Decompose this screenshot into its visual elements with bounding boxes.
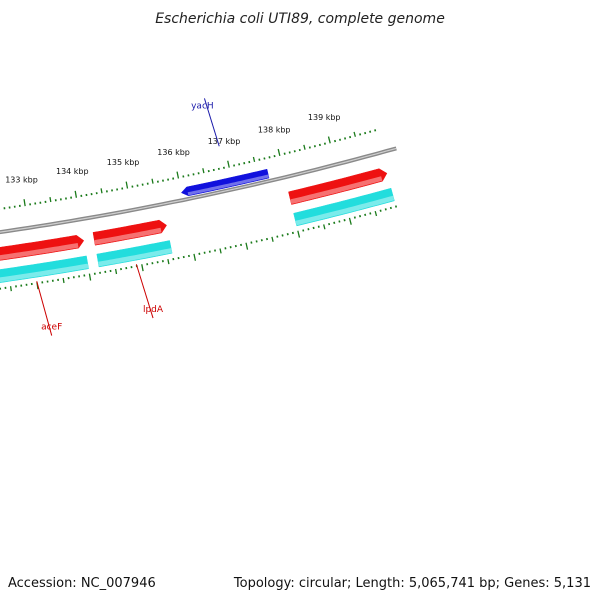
outer-tick: [88, 273, 92, 281]
inner-tick: [125, 181, 129, 189]
inner-tick: [339, 138, 342, 141]
gene-label-yacH: yacH: [191, 98, 220, 147]
inner-tick: [353, 131, 356, 137]
outer-tick: [358, 215, 362, 218]
outer-tick: [297, 230, 301, 238]
inner-tick: [49, 196, 52, 203]
inner-tick: [277, 148, 281, 157]
inner-tick: [369, 130, 372, 133]
accession-text: Accession: NC_007946: [8, 576, 156, 591]
lpdA-gene-highlight: [98, 248, 173, 267]
inner-tick: [100, 188, 103, 194]
inner-tick: [333, 139, 337, 143]
inner-tick: [359, 133, 362, 136]
gene-labels: pdhRaceEaceFlpdAyacH: [36, 98, 220, 336]
next-gene: [293, 187, 395, 227]
inner-tick-ring: [0, 129, 377, 210]
map-title: Escherichia coli UTI89, complete genome: [155, 11, 445, 27]
outer-tick: [167, 259, 170, 265]
next-cds-highlight: [290, 176, 383, 204]
outer-tick: [219, 248, 222, 254]
outer-tick: [369, 212, 372, 215]
outer-tick: [389, 206, 392, 210]
lpdA-gene: [96, 240, 173, 268]
tick-label: 134 kbp: [56, 167, 89, 176]
aceF-gene-highlight: [0, 263, 89, 283]
inner-tick: [74, 190, 78, 198]
outer-tick: [374, 210, 378, 217]
inner-tick: [151, 178, 154, 184]
tick-label: 135 kbp: [107, 158, 140, 167]
outer-tick: [323, 224, 326, 230]
outer-tick: [384, 208, 387, 211]
outer-tick: [141, 264, 144, 272]
inner-tick: [202, 168, 205, 174]
label-leader-line: [203, 98, 220, 147]
inner-tick: [374, 129, 377, 132]
tick-label: 133 kbp: [5, 175, 38, 184]
tick-label: 137 kbp: [208, 137, 241, 146]
yacH-gene: [180, 168, 270, 197]
tick-label: 139 kbp: [308, 113, 341, 122]
inner-tick: [227, 160, 230, 168]
gene-label-text: yacH: [191, 101, 214, 111]
aceF-cds: [0, 235, 85, 261]
gene-label-text: lpdA: [143, 305, 164, 315]
outer-tick: [271, 236, 274, 242]
genome-backbone-highlight: [0, 147, 397, 233]
tick-label: 138 kbp: [258, 126, 291, 135]
outer-tick: [353, 216, 356, 219]
aceF-gene: [0, 255, 89, 283]
inner-tick: [23, 199, 26, 207]
yacH-gene-highlight: [187, 174, 269, 196]
outer-tick: [245, 242, 249, 250]
aceF-cds-highlight: [0, 243, 79, 260]
inner-tick: [176, 171, 180, 179]
lpdA-cds-highlight: [94, 227, 162, 245]
gene-label-aceF: aceF: [36, 281, 62, 336]
gene-label-lpdA: lpdA: [135, 264, 164, 319]
topology-summary: Topology: circular; Length: 5,065,741 bp…: [233, 576, 591, 591]
inner-tick: [252, 156, 256, 163]
outer-tick: [9, 286, 12, 292]
next-gene-highlight: [295, 195, 395, 226]
next-cds: [288, 168, 388, 205]
outer-tick: [364, 213, 367, 216]
lpdA-cds: [92, 219, 167, 246]
inner-tick: [344, 137, 347, 140]
inner-tick: [303, 144, 306, 150]
outer-tick: [394, 205, 398, 208]
label-leader-line: [36, 281, 53, 336]
outer-tick: [379, 209, 382, 212]
inner-tick: [349, 135, 352, 139]
inner-tick: [364, 131, 367, 135]
tick-label: 136 kbp: [157, 148, 190, 157]
gene-label-text: aceF: [41, 323, 62, 333]
inner-tick: [327, 136, 331, 144]
outer-tick: [348, 217, 352, 225]
feature-tracks: [0, 168, 395, 283]
outer-tick: [62, 277, 65, 284]
label-leader-line: [135, 264, 154, 319]
outer-tick-ring: [0, 205, 398, 292]
outer-tick: [114, 268, 118, 275]
outer-tick: [193, 253, 197, 261]
